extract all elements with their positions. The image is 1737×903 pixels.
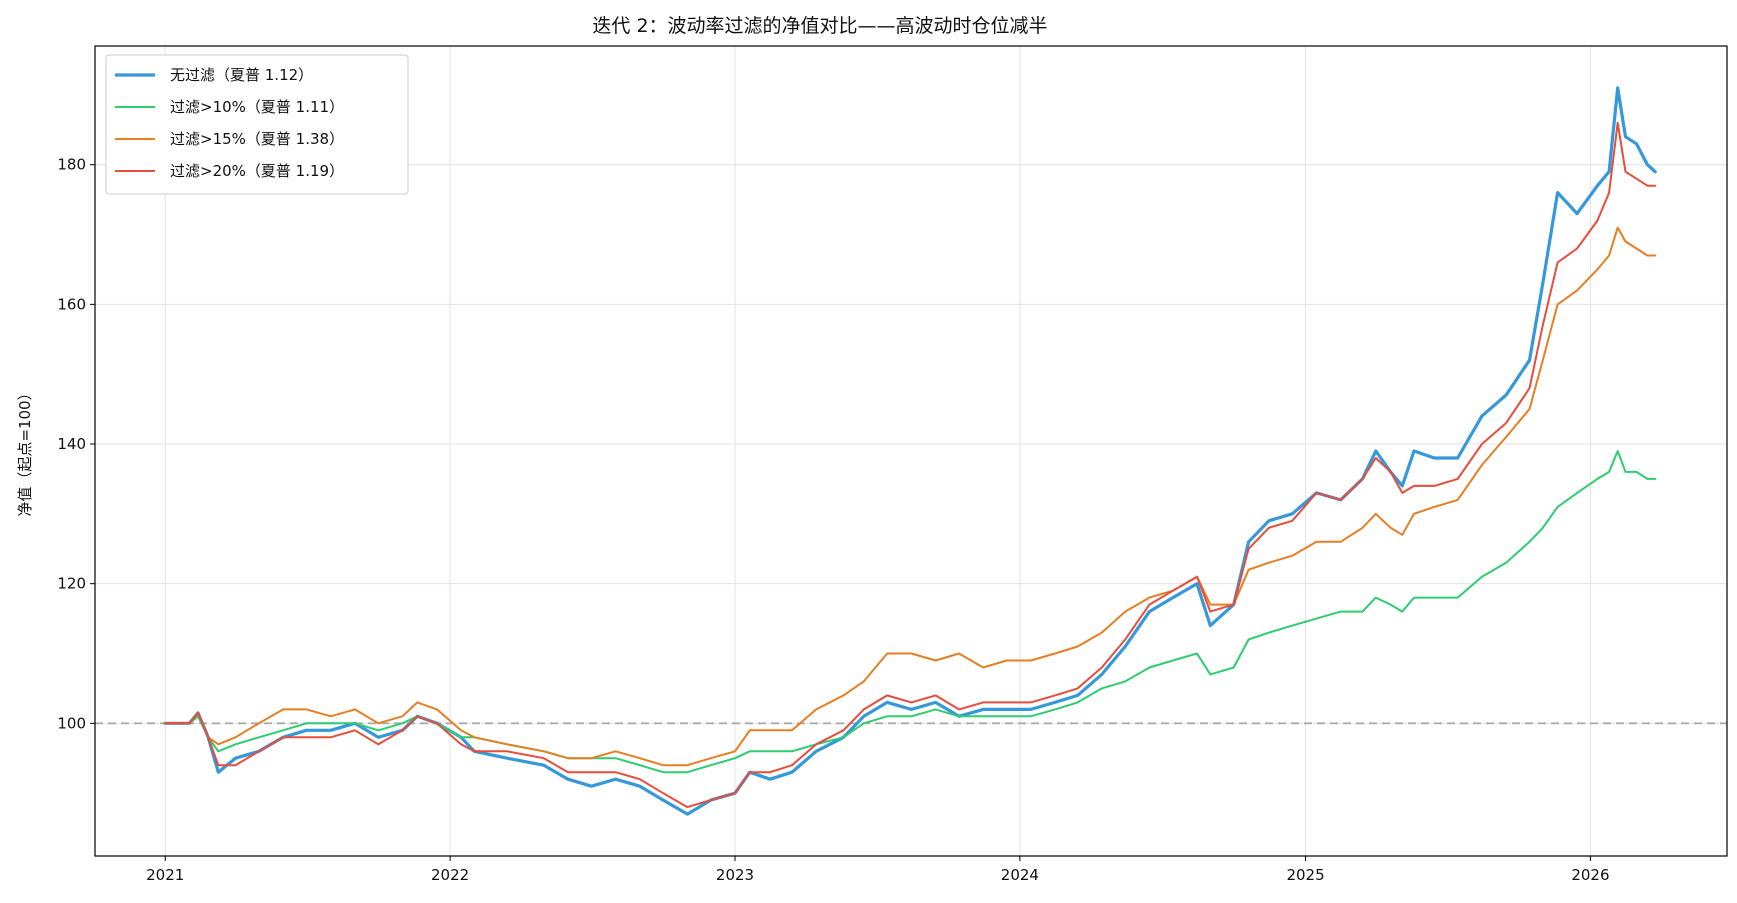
x-tick-label: 2024 <box>1001 866 1039 884</box>
y-tick-label: 140 <box>57 435 86 453</box>
legend-label-4: 过滤>20%（夏普 1.19） <box>170 162 344 180</box>
series-layer <box>163 86 1657 816</box>
legend: 无过滤（夏普 1.12） 过滤>10%（夏普 1.11） 过滤>15%（夏普 1.3… <box>105 54 409 195</box>
y-axis-ticks: 100 120 140 160 180 <box>57 156 95 732</box>
plot-frame <box>94 45 1728 857</box>
x-tick-label: 2025 <box>1286 866 1324 884</box>
series-line-4 <box>164 121 1657 809</box>
x-axis-ticks: 2021 2022 2023 2024 2025 2026 <box>146 856 1610 884</box>
legend-label-1: 无过滤（夏普 1.12） <box>170 66 313 84</box>
chart-title: 迭代 2：波动率过滤的净值对比——高波动时仓位减半 <box>592 15 1047 37</box>
x-tick-label: 2022 <box>431 866 469 884</box>
y-tick-label: 120 <box>57 575 86 593</box>
y-tick-label: 100 <box>57 714 86 732</box>
x-tick-label: 2026 <box>1571 866 1609 884</box>
series-line-2 <box>164 450 1657 774</box>
series-line-1 <box>163 86 1657 816</box>
x-tick-label: 2021 <box>146 866 184 884</box>
y-tick-label: 160 <box>57 295 86 313</box>
y-axis-label: 净值（起点=100） <box>16 385 34 516</box>
legend-label-2: 过滤>10%（夏普 1.11） <box>170 98 344 116</box>
series-line-3 <box>164 226 1657 767</box>
legend-label-3: 过滤>15%（夏普 1.38） <box>170 130 344 148</box>
x-tick-label: 2023 <box>716 866 754 884</box>
legend-box <box>105 54 409 195</box>
y-tick-label: 180 <box>57 156 86 174</box>
legend-items: 无过滤（夏普 1.12） 过滤>10%（夏普 1.11） 过滤>15%（夏普 1.3… <box>115 66 344 180</box>
